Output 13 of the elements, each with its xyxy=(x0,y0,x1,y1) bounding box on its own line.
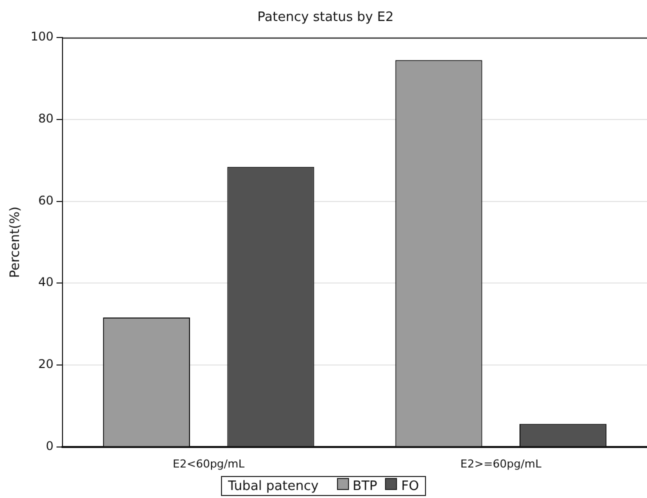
y-tick-label: 20 xyxy=(38,357,54,372)
legend-title: Tubal patency xyxy=(228,478,319,494)
x-tick-label: E2>=60pg/mL xyxy=(460,457,542,470)
y-tick-label: 60 xyxy=(38,193,54,208)
y-tick-label: 40 xyxy=(38,275,54,290)
y-tick-label: 0 xyxy=(46,438,54,453)
chart-title: Patency status by E2 xyxy=(257,10,394,26)
y-tick-label: 80 xyxy=(38,112,54,126)
x-tick-label: E2<60pg/mL xyxy=(172,457,246,470)
y-tick-label: 100 xyxy=(30,30,54,44)
legend-label: BTP xyxy=(352,479,378,494)
legend-label: FO xyxy=(401,479,419,494)
y-axis-title: Percent(%) xyxy=(8,206,24,278)
